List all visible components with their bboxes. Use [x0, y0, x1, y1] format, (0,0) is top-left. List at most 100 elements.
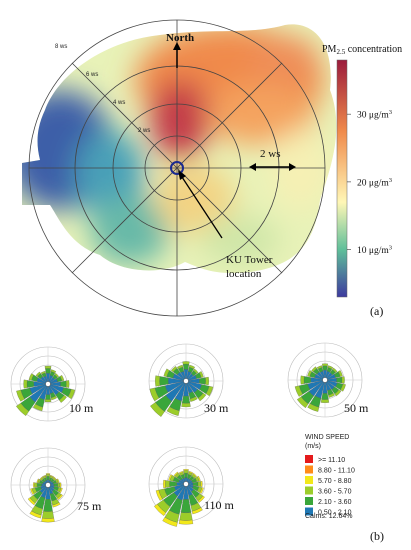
rose-petal: [188, 364, 195, 370]
axis-ne-sw: [71, 62, 283, 274]
rose-petal: [197, 481, 202, 487]
wind-roses: 10 m 30 m 50 m 75 m 110 m: [10, 342, 369, 527]
rose-petal: [300, 375, 305, 385]
rose-petal: [35, 371, 41, 377]
rose-center: [183, 378, 189, 384]
ring-label-4: 4 ws: [113, 100, 125, 106]
rose-petal: [189, 396, 198, 402]
rose-petal: [322, 365, 328, 371]
rose-petal: [193, 368, 199, 374]
rose-petal: [321, 393, 329, 400]
rose-petal: [169, 480, 178, 488]
rose-height-label: 30 m: [204, 401, 229, 415]
legend-swatch: [305, 455, 313, 463]
rose-petal: [67, 388, 76, 400]
rose-petal: [45, 368, 51, 374]
panel-a-label: (a): [370, 304, 383, 318]
rose-petal: [59, 487, 63, 494]
rose-petal: [181, 402, 191, 408]
rose-petal: [33, 482, 35, 488]
ring-label-6: 6 ws: [86, 72, 98, 78]
rose-center: [45, 482, 51, 488]
rose-petal: [42, 475, 47, 478]
rose-petal: [332, 367, 338, 373]
rose-petal: [44, 365, 52, 369]
ring-label-2: 2 ws: [138, 128, 150, 134]
rose-petal: [43, 498, 53, 512]
pollution-rose-panel: 2 ws 4 ws 6 ws 8 ws North 2 ws KU Tower …: [22, 19, 402, 318]
legend-label: 5.70 - 8.80: [318, 478, 352, 485]
rose-petal: [200, 481, 203, 487]
rose-petal: [177, 364, 184, 370]
rose-petal: [192, 481, 199, 487]
rose-petal: [56, 478, 60, 483]
rose-petal: [178, 470, 184, 474]
legend-swatch: [305, 497, 313, 505]
north-label: North: [166, 32, 194, 44]
rose-petal: [46, 474, 50, 477]
wind-speed-legend: WIND SPEED (m/s) >= 11.10 8.80 - 11.10 5.7…: [305, 434, 355, 520]
rose-petal: [45, 473, 51, 475]
wind-rose-0: 10 m: [10, 346, 94, 422]
rose-petal: [322, 363, 328, 367]
rose-petal: [191, 507, 203, 515]
rose-petal: [188, 470, 194, 474]
rose-center: [183, 481, 189, 487]
rose-petal: [40, 370, 46, 375]
arrow-left-icon: [249, 163, 256, 171]
tower-marker: [170, 161, 184, 175]
rose-petal: [163, 368, 170, 377]
ws-scale-label: 2 ws: [260, 148, 280, 160]
legend-swatch: [305, 465, 313, 474]
legend-label: 3.60 - 5.70: [318, 489, 352, 496]
rose-petal: [171, 366, 178, 373]
tower-arrow-icon: [178, 170, 186, 180]
calms-label: Calms: 12.64%: [305, 513, 352, 520]
rose-petal: [26, 380, 35, 388]
ring-labels: 2 ws 4 ws 6 ws 8 ws: [55, 44, 150, 134]
rose-petal: [197, 392, 207, 402]
rose-petal: [28, 373, 34, 381]
rose-petal: [16, 402, 30, 416]
rose-petal: [192, 473, 197, 478]
rose-petal: [162, 517, 178, 527]
rose-petal: [199, 377, 206, 385]
legend-label: >= 11.10: [318, 457, 345, 464]
rose-petal: [316, 365, 323, 370]
north-arrow-icon: [173, 42, 181, 50]
rose-petal: [16, 389, 25, 402]
rose-petal: [198, 371, 204, 378]
rose-petal: [60, 380, 67, 388]
rose-petal: [150, 402, 165, 417]
rose-petal: [173, 471, 179, 477]
rose-petal: [46, 476, 50, 480]
rose-petal: [181, 395, 191, 404]
rose-petal: [149, 387, 160, 402]
rose-petal: [65, 380, 70, 388]
rose-height-label: 10 m: [69, 401, 94, 415]
wind-rose-1: 30 m: [148, 343, 229, 419]
rose-petal: [159, 376, 169, 386]
rose-petal: [42, 511, 54, 519]
rose-petal: [54, 373, 59, 378]
rose-petal: [303, 376, 312, 384]
rose-petal: [337, 370, 343, 377]
rose-petal: [336, 376, 343, 384]
rose-petal: [199, 487, 204, 494]
rose-center: [45, 381, 51, 387]
rose-petal: [59, 375, 65, 382]
rose-petal: [182, 363, 190, 370]
legend-label: 8.80 - 11.10: [318, 468, 355, 475]
rose-petal: [32, 403, 44, 412]
ring-label-8: 8 ws: [55, 44, 67, 50]
legend-swatch: [305, 476, 313, 484]
rose-petal: [49, 475, 54, 478]
colorbar-tick-label: 20 μg/m3: [357, 177, 392, 189]
colorbar-bar: [336, 59, 348, 298]
rose-petal: [36, 478, 40, 483]
rose-petal: [296, 396, 309, 409]
rose-petal: [163, 479, 166, 489]
rose-petal: [155, 375, 161, 387]
colorbar-tick-label: 30 μg/m3: [357, 109, 392, 121]
rose-petal: [36, 482, 42, 488]
